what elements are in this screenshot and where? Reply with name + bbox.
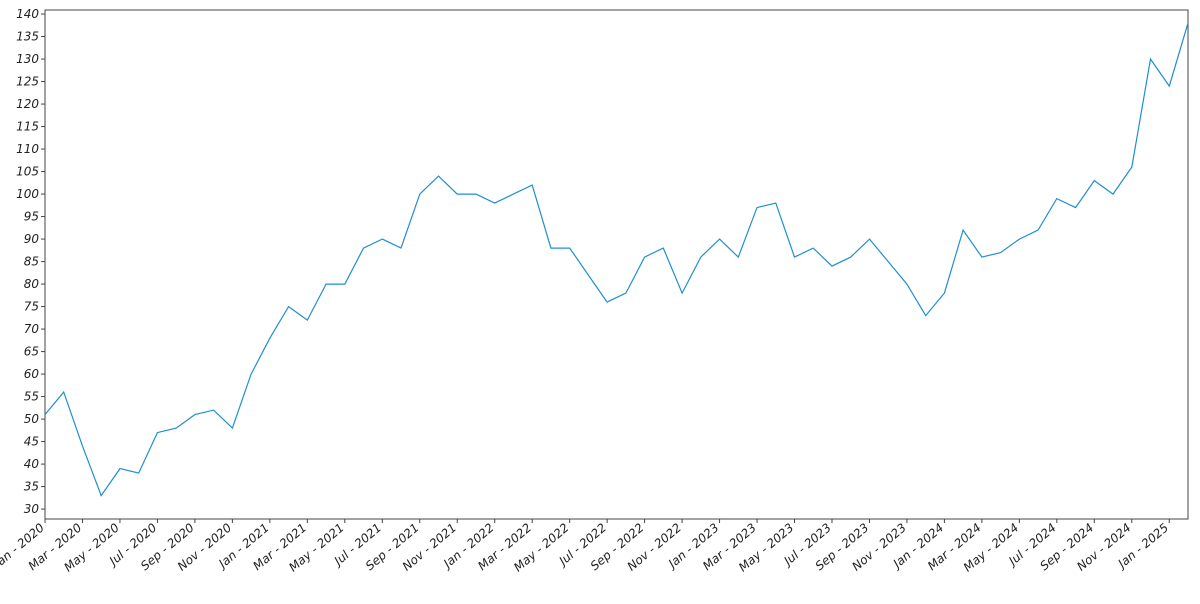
y-tick-label: 90 [24, 232, 40, 246]
y-tick-label: 105 [16, 165, 39, 179]
y-tick-label: 45 [24, 435, 39, 449]
y-tick-label: 65 [24, 345, 39, 359]
y-tick-label: 110 [16, 142, 39, 156]
y-tick-label: 30 [24, 502, 40, 516]
y-tick-label: 80 [24, 277, 40, 291]
y-tick-label: 55 [24, 390, 39, 404]
y-tick-label: 100 [16, 187, 39, 201]
y-tick-label: 75 [24, 300, 39, 314]
y-tick-label: 140 [16, 7, 39, 21]
plot-frame [44, 9, 1189, 520]
y-tick-label: 85 [24, 255, 39, 269]
y-tick-label: 40 [24, 457, 40, 471]
y-tick-label: 115 [16, 120, 39, 134]
y-tick-label: 135 [16, 30, 39, 44]
y-tick-label: 120 [16, 97, 39, 111]
y-tick-label: 70 [24, 322, 40, 336]
y-tick-label: 125 [16, 75, 39, 89]
y-tick-label: 60 [24, 367, 40, 381]
y-tick-label: 50 [24, 412, 40, 426]
y-tick-label: 95 [24, 210, 39, 224]
y-tick-label: 35 [24, 480, 39, 494]
y-tick-label: 130 [16, 52, 39, 66]
line-series [44, 22, 1189, 497]
